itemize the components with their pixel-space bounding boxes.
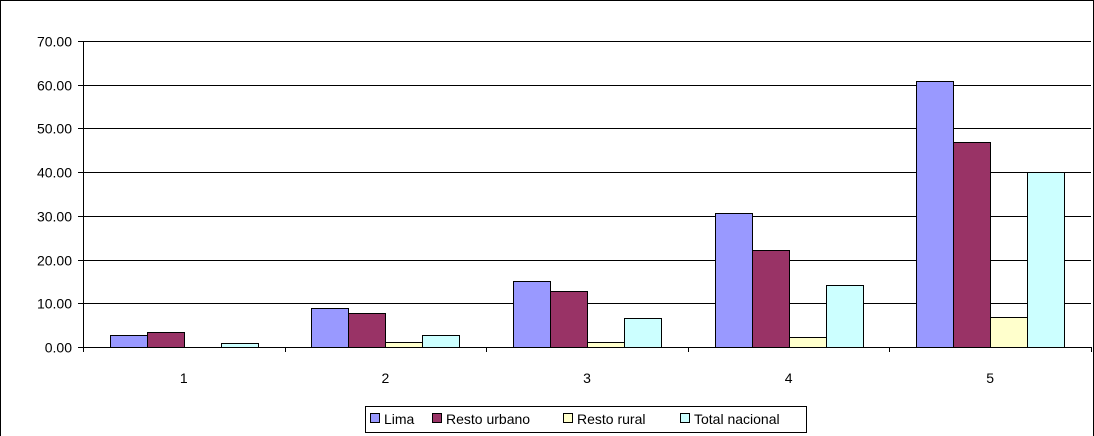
bar-total-nacional	[826, 285, 864, 348]
y-tick-label: 10.00	[37, 296, 72, 312]
bar-resto-urbano	[752, 250, 790, 348]
bar-lima	[513, 281, 551, 348]
y-tick-label: 70.00	[37, 34, 72, 50]
bar-lima	[916, 81, 954, 348]
legend-label: Resto urbano	[446, 411, 530, 427]
legend-swatch	[563, 413, 573, 423]
y-axis-ticks: 0.00 10.00 20.00 30.00 40.00 50.00 60.00 70.00	[37, 34, 83, 356]
bar-resto-rural	[385, 342, 423, 348]
bar-total-nacional	[422, 335, 460, 348]
y-tick-label: 0.00	[45, 340, 72, 356]
y-tick-label: 60.00	[37, 78, 72, 94]
x-axis-ticks: 1 2 3 4 5	[83, 347, 1092, 386]
legend-label: Resto rural	[577, 411, 645, 427]
legend: Lima Resto urbano Resto rural Total naciona…	[365, 406, 807, 433]
bar-resto-rural	[990, 317, 1028, 348]
y-tick-label: 50.00	[37, 121, 72, 137]
y-tick-label: 40.00	[37, 165, 72, 181]
y-tick-label: 30.00	[37, 209, 72, 225]
x-tick-label: 2	[382, 370, 390, 386]
axes	[83, 41, 1091, 348]
legend-swatch	[680, 413, 690, 423]
legend-swatch	[432, 413, 442, 423]
bar-resto-urbano	[348, 313, 386, 348]
bar-lima	[110, 335, 148, 348]
bar-resto-rural	[789, 337, 827, 348]
bar-resto-urbano	[550, 291, 588, 348]
bar-total-nacional	[221, 343, 259, 348]
x-tick-label: 5	[986, 370, 994, 386]
bar-resto-rural	[587, 342, 625, 348]
bar-total-nacional	[624, 318, 662, 348]
x-tick-label: 3	[583, 370, 591, 386]
bar-resto-urbano	[953, 142, 991, 348]
x-tick-label: 1	[180, 370, 188, 386]
bars	[110, 81, 1065, 348]
bar-total-nacional	[1027, 172, 1065, 348]
legend-label: Lima	[384, 411, 415, 427]
bar-lima	[715, 213, 753, 348]
y-tick-label: 20.00	[37, 253, 72, 269]
legend-label: Total nacional	[694, 411, 780, 427]
x-tick-label: 4	[785, 370, 793, 386]
bar-lima	[311, 308, 349, 348]
legend-swatch	[370, 413, 380, 423]
bar-resto-urbano	[147, 332, 185, 348]
